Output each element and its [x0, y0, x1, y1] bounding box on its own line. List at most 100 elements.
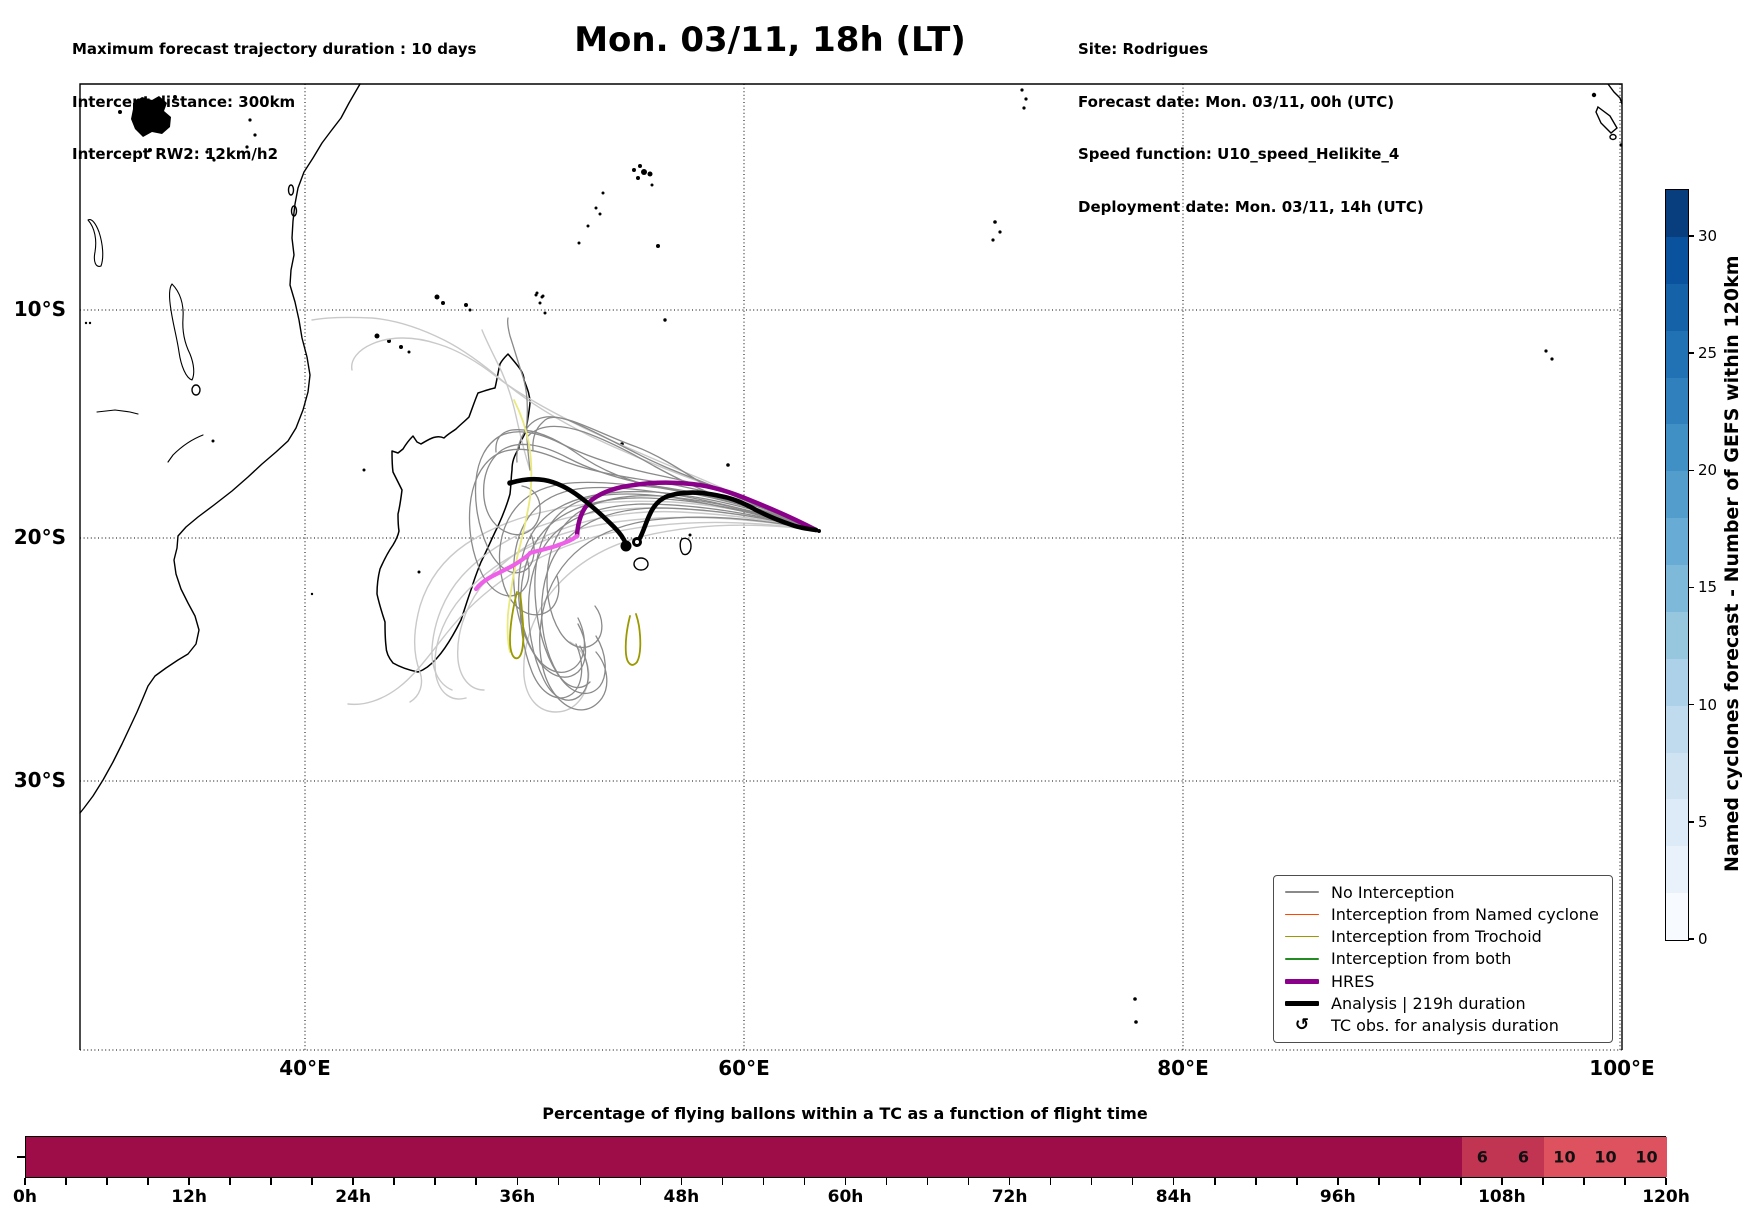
colorbar-tick [1688, 703, 1694, 706]
map-gridlines [80, 84, 1622, 1051]
legend-line-swatch [1282, 958, 1322, 960]
lat-tick-label: 10°S [13, 297, 66, 321]
colorbar-segment [1666, 330, 1688, 378]
header-left-block: Maximum forecast trajectory duration : 1… [72, 6, 476, 199]
bottom-axis-tick [1665, 1178, 1667, 1185]
lat-tick-label: 30°S [13, 768, 66, 792]
colorbar-segment [1666, 518, 1688, 565]
bottom-axis-tick [1378, 1178, 1380, 1185]
colorbar-segment [1666, 611, 1688, 659]
bottom-axis-tick [147, 1178, 149, 1185]
legend-item: No Interception [1282, 882, 1604, 903]
bottom-axis-tick-label: 36h [499, 1187, 536, 1207]
max-duration-text: Maximum forecast trajectory duration : 1… [72, 40, 477, 58]
colorbar-label: Named cyclones forecast - Number of GEFS… [1721, 255, 1743, 873]
colorbar-tick-label: 20 [1698, 461, 1718, 480]
bottom-axis-tick [311, 1178, 313, 1185]
figure-title: Mon. 03/11, 18h (LT) [574, 20, 966, 60]
legend-line-swatch [1282, 913, 1322, 916]
colorbar-segment [1666, 752, 1688, 800]
legend-item-label: Analysis | 219h duration [1331, 994, 1526, 1014]
colorbar-segment [1666, 705, 1688, 753]
bar-segment [26, 1137, 1462, 1177]
bottom-axis-tick [1090, 1178, 1093, 1185]
speed-function-text: Speed function: U10_speed_Helikite_4 [1078, 145, 1400, 163]
colorbar-segment [1666, 658, 1688, 706]
bottom-chart-title: Percentage of flying ballons within a TC… [542, 1104, 1148, 1123]
bottom-axis-tick [1008, 1178, 1011, 1185]
lon-tick-label: 40°E [279, 1056, 331, 1080]
colorbar-tick-label: 5 [1698, 812, 1708, 831]
lat-tick-label: 20°S [13, 525, 66, 549]
lon-tick-label: 80°E [1157, 1056, 1209, 1080]
colorbar-segment [1666, 799, 1688, 847]
bottom-axis-tick-label: 96h [1319, 1187, 1356, 1207]
intercept-rw2-text: Intercept RW2: 12km/h2 [72, 145, 279, 163]
bottom-axis-tick [598, 1178, 601, 1185]
island-outlines [633, 83, 1623, 571]
bottom-bar: 6 6 10 10 10 [25, 1136, 1667, 1178]
bottom-axis-tick [639, 1178, 642, 1185]
coastline-africa [79, 83, 361, 814]
colorbar-tick-label: 30 [1698, 226, 1718, 245]
bottom-axis-tick-label: 12h [171, 1187, 207, 1207]
legend-item: ↺ TC obs. for analysis duration [1282, 1015, 1604, 1036]
bottom-axis-tick [434, 1178, 437, 1185]
bottom-axis-tick [1419, 1178, 1421, 1185]
analysis-track [507, 476, 819, 552]
bar-value-label: 10 [1594, 1147, 1617, 1167]
legend-line-swatch [1282, 1001, 1322, 1007]
bottom-axis-tick [844, 1178, 847, 1185]
trochoid-trajectories [506, 399, 642, 666]
lake-victoria [118, 95, 257, 162]
forecast-date-text: Forecast date: Mon. 03/11, 00h (UTC) [1078, 92, 1395, 111]
legend-item: Interception from Trochoid [1282, 926, 1604, 947]
bottom-axis-tick [352, 1178, 354, 1185]
bottom-axis-tick [1131, 1178, 1134, 1185]
bottom-axis-tick-label: 60h [827, 1187, 864, 1207]
colorbar-tick [1688, 586, 1694, 589]
bar-value-label: 10 [1635, 1147, 1658, 1167]
legend-item: Interception from both [1282, 948, 1604, 969]
bottom-axis-tick [680, 1178, 683, 1185]
legend-item-label: Interception from Trochoid [1331, 927, 1542, 947]
legend-line [1285, 979, 1319, 984]
bottom-axis-tick [885, 1178, 888, 1185]
colorbar-segment [1666, 471, 1688, 519]
legend-item-label: Interception from Named cyclone [1331, 904, 1599, 924]
bottom-axis-tick [1542, 1178, 1544, 1185]
colorbar-tick [1688, 469, 1694, 471]
bottom-axis-tick [1460, 1178, 1462, 1185]
legend-item-label: TC obs. for analysis duration [1331, 1016, 1559, 1036]
colorbar-segment [1666, 893, 1688, 940]
colorbar-segment [1666, 236, 1688, 284]
legend-item: Analysis | 219h duration [1282, 993, 1604, 1014]
legend-line [1285, 1001, 1319, 1007]
colorbar-tick [1688, 235, 1694, 237]
site-text: Site: Rodrigues [1078, 40, 1209, 58]
bottom-axis-tick [516, 1178, 519, 1185]
map-legend: No Interception Interception from Named c… [1273, 875, 1613, 1043]
bar-value-label: 6 [1517, 1147, 1529, 1167]
bottom-axis-tick [1295, 1178, 1298, 1185]
colorbar-tick [1688, 938, 1694, 940]
colorbar-segment [1666, 424, 1688, 472]
map-frame [79, 83, 1623, 1050]
colorbar-tick-label: 25 [1698, 344, 1718, 363]
bottom-axis-tick [24, 1178, 26, 1185]
colorbar [1665, 189, 1689, 941]
bottom-axis-tick [1254, 1178, 1257, 1185]
bottom-axis-tick [803, 1178, 806, 1185]
colorbar-tick-label: 10 [1698, 695, 1718, 714]
colorbar-segment [1666, 190, 1688, 237]
legend-item-label: Interception from both [1331, 949, 1512, 969]
tc-obs-symbol: ↺ [1282, 1017, 1322, 1034]
intercept-distance-text: Intercept distance: 300km [72, 92, 296, 111]
bar-segment [1461, 1137, 1544, 1177]
colorbar-segment [1666, 283, 1688, 331]
lon-tick-label: 60°E [718, 1056, 770, 1080]
bottom-axis-tick [926, 1178, 929, 1185]
bottom-axis-tick [229, 1178, 231, 1185]
legend-item-label: No Interception [1331, 882, 1455, 902]
